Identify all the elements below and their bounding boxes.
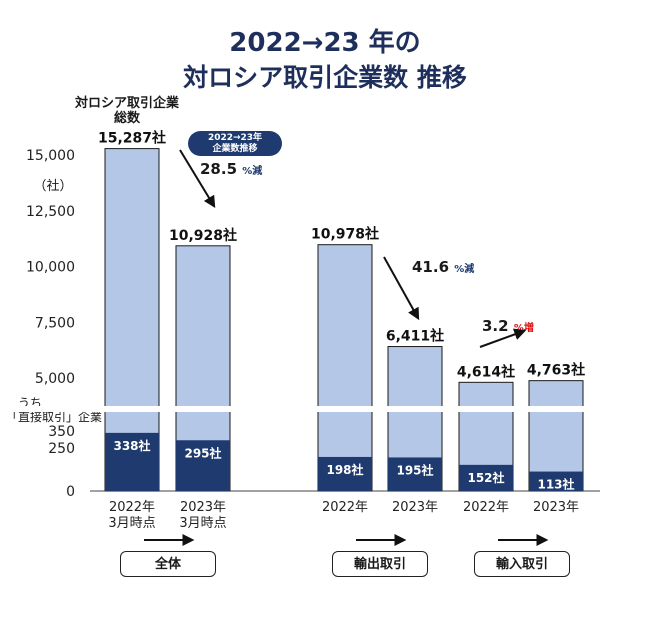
group-label-all: 全体	[120, 551, 216, 577]
direct-value-label: 295社	[184, 445, 221, 460]
bar-direct	[318, 456, 372, 491]
direct-value-label: 198社	[326, 462, 363, 477]
x-tick-label: 3月時点	[108, 516, 155, 531]
total-value-label: 6,411社	[386, 328, 444, 345]
change-total: 28.5 %減	[200, 160, 262, 178]
change-total-value: 28.5	[200, 160, 238, 178]
direct-label-line2: 「直接取引」企業	[5, 410, 102, 424]
bar-direct	[459, 464, 513, 491]
total-value-label: 15,287社	[98, 130, 166, 147]
bar-direct	[529, 471, 583, 491]
y-unit-label: （社）	[33, 179, 73, 194]
x-tick-label: 2022年	[463, 500, 509, 515]
total-label-line1: 対ロシア取引企業	[74, 96, 179, 111]
chart-title-line2: 対ロシア取引企業数 推移	[183, 63, 467, 92]
total-value-label: 4,763社	[527, 362, 585, 379]
y-tick-label: 15,000	[26, 148, 75, 164]
change-import-value: 3.2	[482, 317, 509, 335]
total-value-label: 10,978社	[311, 226, 379, 243]
change-badge: 2022→23年 企業数推移	[188, 131, 282, 156]
change-badge-line2: 企業数推移	[212, 144, 258, 154]
bar-direct	[105, 432, 159, 491]
change-export-unit: %減	[454, 264, 475, 275]
y-tick-label: 10,000	[26, 260, 75, 276]
total-label-line2: 総数	[113, 111, 140, 126]
y-tick-label: 7,500	[35, 315, 75, 331]
x-tick-label: 2023年	[180, 500, 226, 515]
direct-value-label: 195社	[396, 462, 433, 477]
change-export-value: 41.6	[412, 258, 450, 276]
total-value-label: 10,928社	[169, 227, 237, 244]
change-import-unit: %増	[513, 323, 534, 334]
x-tick-label: 2022年	[322, 500, 368, 515]
change-import: 3.2 %増	[482, 317, 534, 335]
bar-direct	[176, 440, 230, 491]
y-tick-label: 5,000	[35, 371, 75, 387]
x-tick-label: 2022年	[109, 500, 155, 515]
trend-arrow-export	[383, 256, 420, 321]
x-tick-label: 3月時点	[179, 516, 226, 531]
x-tick-label: 2023年	[533, 500, 579, 515]
y-tick-label: 250	[48, 441, 75, 457]
change-total-unit: %減	[242, 166, 263, 177]
change-export: 41.6 %減	[412, 258, 474, 276]
direct-value-label: 338社	[113, 438, 150, 453]
trend-arrow-total	[179, 149, 216, 209]
trend-arrow-import	[479, 328, 527, 348]
y-tick-label: 350	[48, 424, 75, 440]
total-value-label: 4,614社	[457, 363, 515, 380]
direct-value-label: 113社	[537, 477, 574, 492]
group-label-import: 輸入取引	[474, 551, 570, 577]
direct-value-label: 152社	[467, 470, 504, 485]
chart-title-line1: 2022→23 年の	[229, 28, 421, 58]
axis-break	[0, 406, 620, 412]
y-tick-label: 0	[66, 484, 75, 500]
y-tick-label: 12,500	[26, 204, 75, 220]
bar-direct	[388, 457, 442, 491]
bar-total	[317, 244, 373, 492]
group-label-export: 輸出取引	[332, 551, 428, 577]
change-badge-line1: 2022→23年	[207, 133, 263, 143]
x-tick-label: 2023年	[392, 500, 438, 515]
